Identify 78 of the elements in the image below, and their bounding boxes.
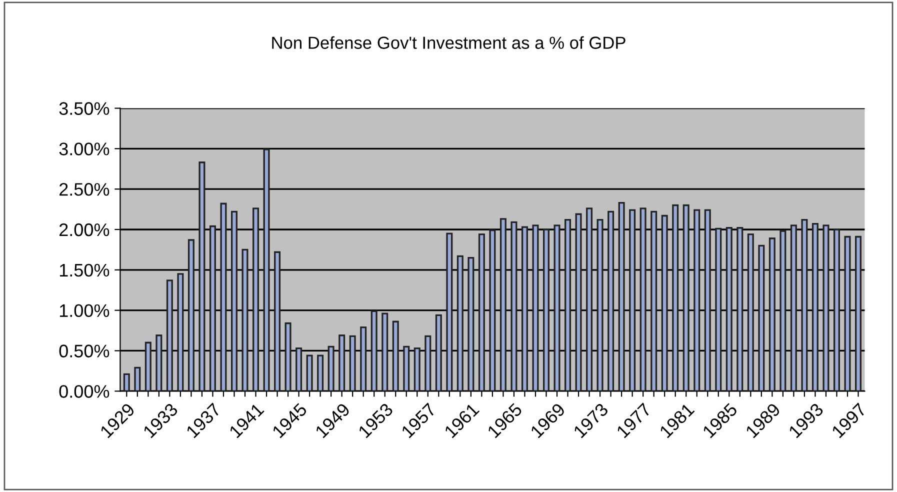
chart-title: Non Defense Gov't Investment as a % of GDP [272,36,626,49]
bar [370,310,378,392]
bar [468,256,474,392]
bar [263,148,270,392]
bar [274,251,281,392]
y-tick-label: 3.00% [59,142,110,156]
bar [177,273,184,392]
bar [844,236,851,392]
bar [822,224,830,392]
bar [230,210,238,392]
bar [435,314,442,392]
bar [833,228,840,392]
bar [854,236,862,392]
bar [640,208,646,392]
bar [242,248,248,392]
y-tick-label: 1.00% [60,304,110,318]
bar [478,234,485,392]
bar [188,239,194,392]
bar [758,244,765,392]
bar [296,347,302,392]
bar [726,227,732,392]
bar [403,346,410,392]
bar [629,209,636,392]
bar [166,280,173,392]
bar [317,354,324,392]
y-tick-label: 1.50% [60,264,110,277]
bar [812,222,818,392]
bar [198,162,206,392]
bar [209,225,216,392]
bar [575,213,582,392]
bar [736,227,744,392]
bar [134,366,141,392]
bar [424,335,432,392]
bar [500,218,506,392]
bar [586,208,593,392]
bar [338,334,346,392]
bar [672,204,679,392]
bar [542,228,550,392]
y-tick-label: 3.50% [59,102,110,115]
bar [144,342,152,392]
bar [306,354,313,392]
bar [414,347,420,392]
bar [382,312,388,392]
y-tick-label: 0.50% [59,344,110,358]
bar [715,228,722,392]
bar [392,320,399,392]
bar [284,322,292,392]
y-tick-label: 2.50% [59,183,110,196]
bar [156,334,162,392]
bar [489,229,496,392]
bar [801,218,808,392]
bar [682,204,690,392]
bar [532,224,539,392]
bar [220,202,227,392]
bar [360,326,367,392]
bar [768,238,776,392]
bar [608,210,614,392]
y-tick-label: 0.00% [59,385,110,398]
bar [780,230,786,392]
bar [650,210,658,392]
bar [521,226,528,392]
bar [661,214,668,392]
bar [446,232,453,392]
bar [564,218,572,392]
bar [596,218,604,392]
bar [554,224,560,392]
bar [252,208,260,392]
bar [456,255,464,392]
bar [618,202,625,392]
bar [694,209,700,392]
bar [328,346,334,392]
bar [790,224,797,392]
bar [123,373,130,392]
bar [510,221,518,392]
bar [704,209,711,392]
bar [747,234,754,392]
y-tick-label: 2.00% [59,223,110,236]
bar [349,335,356,392]
